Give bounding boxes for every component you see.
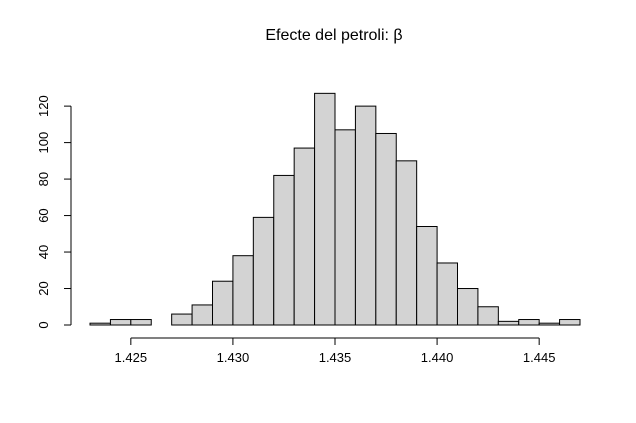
histogram-bar: [416, 226, 438, 326]
x-tick-label: 1.425: [115, 350, 148, 365]
histogram-bar: [171, 313, 193, 326]
histogram-bar: [273, 174, 295, 326]
y-tick-label: 80: [36, 172, 51, 186]
histogram-bar: [334, 129, 356, 326]
y-tick-label: 40: [36, 245, 51, 259]
x-tick-label: 1.430: [217, 350, 250, 365]
y-tick-label: 0: [36, 321, 51, 328]
y-tick-label: 120: [36, 95, 51, 117]
x-tick-label: 1.440: [421, 350, 454, 365]
y-tick-label: 60: [36, 208, 51, 222]
histogram-bar: [395, 160, 418, 326]
histogram-bar: [436, 262, 458, 326]
histogram-bar: [89, 322, 111, 326]
histogram-bar: [252, 216, 275, 326]
histogram-bar: [191, 304, 214, 326]
x-tick-label: 1.435: [319, 350, 352, 365]
histogram-bar: [477, 306, 499, 326]
histogram-bar: [109, 319, 132, 326]
histogram-bar: [354, 105, 377, 326]
histogram-bar: [559, 319, 581, 326]
x-tick-label: 1.445: [523, 350, 556, 365]
histogram-bar: [518, 319, 540, 326]
histogram-bars: [89, 92, 581, 326]
histogram-bar: [375, 132, 397, 326]
histogram-bar: [314, 92, 336, 326]
histogram-bar: [232, 255, 254, 326]
x-axis: 1.425 1.430 1.435 1.440 1.445: [115, 337, 556, 365]
chart-title: Efecte del petroli: β: [265, 27, 402, 44]
y-tick-label: 20: [36, 281, 51, 295]
histogram-bar: [457, 288, 479, 326]
histogram-bar: [130, 319, 152, 326]
histogram-bar: [212, 280, 234, 326]
histogram-bar: [538, 322, 561, 326]
y-axis: 0 20 40 60 80 100 120: [36, 95, 72, 329]
y-tick-label: 100: [36, 132, 51, 154]
histogram-bar: [293, 147, 316, 326]
histogram-bar: [497, 320, 520, 326]
